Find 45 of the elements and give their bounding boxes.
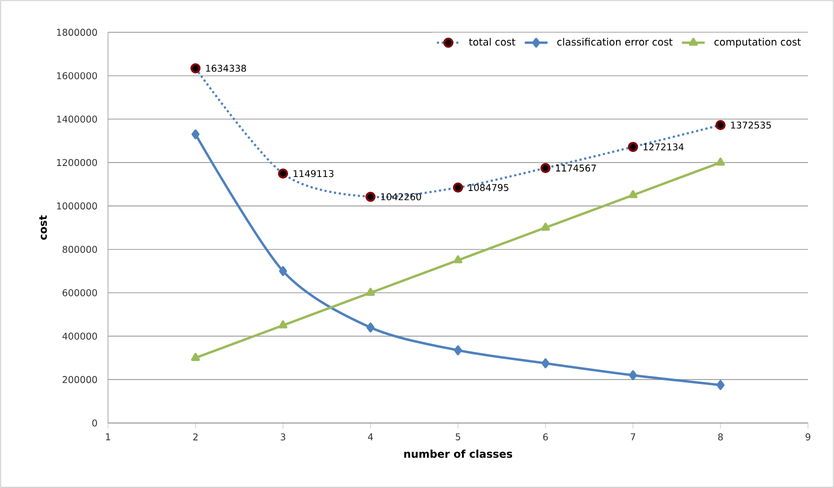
y-tick-label: 1000000: [57, 202, 97, 210]
x-tick-label: 1: [106, 433, 110, 440]
point: [541, 222, 550, 231]
point: [191, 352, 200, 361]
x-tick-label: 8: [718, 433, 723, 440]
data-label: 1372535: [731, 122, 771, 129]
y-tick-label: 1200000: [57, 159, 97, 166]
x-tick-label: 4: [368, 433, 373, 440]
legend-label: classification error cost: [557, 38, 673, 46]
point: [716, 380, 724, 390]
y-tick-label: 600000: [62, 289, 97, 296]
data-label: 1634338: [206, 64, 246, 72]
point: [192, 129, 200, 140]
y-tick-label: 200000: [62, 376, 97, 384]
y-tick-label: 1400000: [57, 116, 97, 123]
point: [454, 255, 462, 264]
data-label: 1149113: [294, 170, 334, 178]
point: [629, 370, 638, 380]
data-label: 1084795: [468, 184, 508, 192]
y-tick-label: 400000: [62, 332, 97, 340]
x-tick-label: 5: [456, 433, 460, 440]
legend-label: total cost: [469, 38, 516, 46]
legend-label: computation cost: [714, 38, 801, 48]
y-tick-label: 800000: [62, 246, 97, 253]
y-tick-label: 1800000: [57, 28, 97, 36]
data-label: 1174567: [556, 164, 596, 172]
data-label: 1042260: [381, 193, 422, 200]
point: [628, 190, 638, 198]
x-tick-label: 6: [543, 433, 548, 440]
data-label: 1272134: [644, 143, 684, 150]
x-tick-label: 7: [630, 433, 636, 440]
point: [278, 320, 288, 328]
point: [542, 358, 550, 368]
y-tick-label: 0: [92, 419, 97, 427]
point: [716, 158, 725, 166]
point: [366, 322, 375, 332]
x-tick-label: 3: [280, 433, 286, 440]
y-tick-label: 1600000: [57, 72, 97, 80]
x-axis-title: number of classes: [404, 450, 512, 458]
y-axis-title: cost: [39, 215, 47, 240]
point: [454, 345, 462, 356]
x-tick-label: 2: [193, 433, 198, 440]
point: [279, 266, 288, 276]
x-tick-label: 9: [806, 433, 810, 440]
point: [366, 288, 375, 296]
